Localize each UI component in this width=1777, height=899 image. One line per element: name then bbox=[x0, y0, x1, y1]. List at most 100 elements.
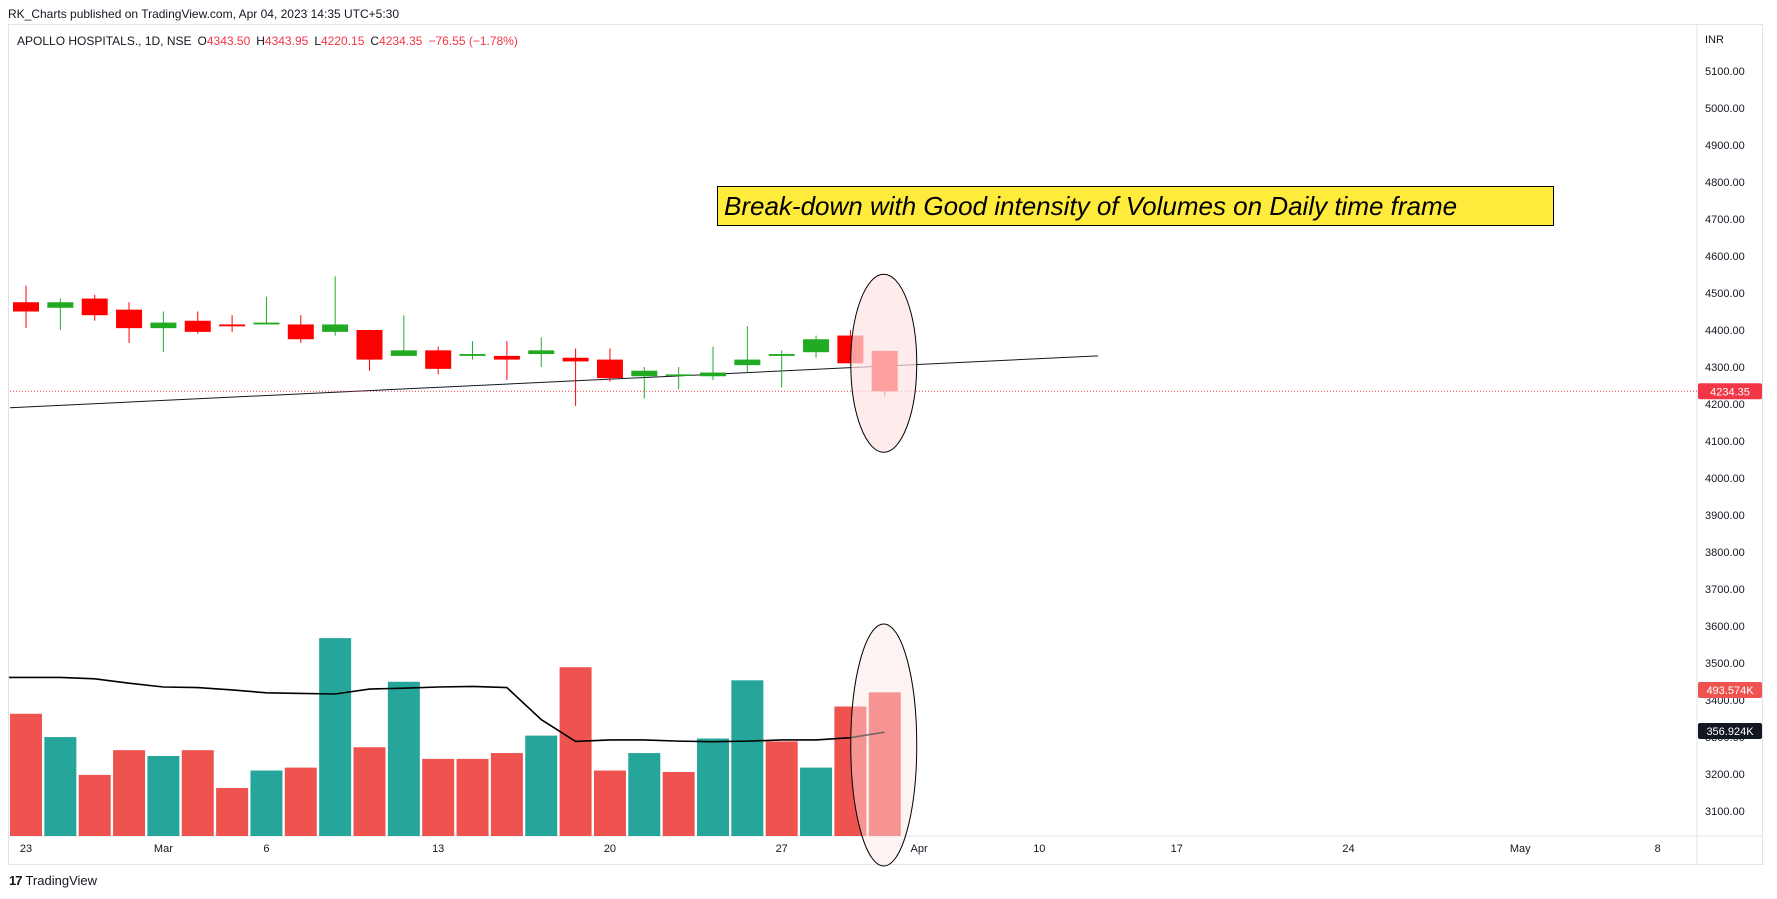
price-tick-label: 4700.00 bbox=[1705, 214, 1745, 226]
time-tick-label: Apr bbox=[911, 843, 928, 855]
volume-bar[interactable] bbox=[490, 753, 523, 836]
last-price-badge: 4234.35 bbox=[1710, 386, 1750, 398]
time-tick-label: 13 bbox=[432, 843, 444, 855]
open-value: 4343.50 bbox=[206, 34, 251, 48]
volume-bar[interactable] bbox=[353, 747, 386, 836]
price-tick-label: 4800.00 bbox=[1705, 177, 1745, 189]
time-tick-label: 6 bbox=[263, 843, 269, 855]
price-tick-label: 4500.00 bbox=[1705, 288, 1745, 300]
volume-bar[interactable] bbox=[765, 741, 798, 836]
candle-body[interactable] bbox=[631, 370, 658, 377]
candle-body[interactable] bbox=[459, 354, 486, 356]
volume-bar[interactable] bbox=[800, 767, 833, 836]
candle-body[interactable] bbox=[528, 350, 555, 355]
highlight-ellipse-price[interactable] bbox=[850, 273, 918, 453]
candle-body[interactable] bbox=[803, 339, 830, 353]
volume-bar[interactable] bbox=[44, 737, 77, 836]
volume-bar[interactable] bbox=[250, 770, 283, 836]
price-tick-label: 4200.00 bbox=[1705, 399, 1745, 411]
candle-body[interactable] bbox=[13, 302, 39, 312]
time-tick-label: 23 bbox=[20, 843, 32, 855]
price-tick-label: 4600.00 bbox=[1705, 251, 1745, 263]
candle-body[interactable] bbox=[219, 324, 246, 327]
high-value: 4343.95 bbox=[264, 34, 309, 48]
volume-bar[interactable] bbox=[662, 771, 695, 836]
volume-badge-bg bbox=[1698, 682, 1762, 698]
low-value: 4220.15 bbox=[321, 34, 365, 48]
price-tick-label: 3700.00 bbox=[1705, 584, 1745, 596]
change-value: −76.55 (−1.78%) bbox=[428, 34, 518, 48]
price-tick-label: 5000.00 bbox=[1705, 103, 1745, 115]
price-tick-label: 3600.00 bbox=[1705, 621, 1745, 633]
candle-body[interactable] bbox=[287, 324, 314, 340]
candle-body[interactable] bbox=[425, 350, 452, 369]
volume-bar[interactable] bbox=[422, 758, 455, 836]
annotation-callout[interactable]: Break-down with Good intensity of Volume… bbox=[717, 186, 1554, 226]
candle-body[interactable] bbox=[322, 324, 349, 332]
volume-bar[interactable] bbox=[834, 706, 867, 836]
volume-ma-badge-bg bbox=[1698, 723, 1762, 739]
volume-bar[interactable] bbox=[284, 767, 317, 836]
publisher-line: RK_Charts published on TradingView.com, … bbox=[8, 7, 400, 21]
chart-frame bbox=[8, 24, 1763, 865]
candle-body[interactable] bbox=[596, 359, 623, 379]
volume-bar[interactable] bbox=[216, 787, 249, 836]
volume-bar[interactable] bbox=[559, 667, 592, 836]
last-price-badge-bg bbox=[1698, 383, 1762, 400]
candle-body[interactable] bbox=[493, 355, 520, 360]
volume-bar[interactable] bbox=[868, 692, 901, 836]
volume-bar[interactable] bbox=[628, 753, 661, 836]
time-tick-label: 24 bbox=[1342, 843, 1354, 855]
candle-body[interactable] bbox=[665, 374, 692, 376]
volume-bar[interactable] bbox=[78, 774, 111, 836]
volume-bar[interactable] bbox=[731, 680, 764, 836]
brand-name: TradingView bbox=[25, 873, 98, 888]
price-tick-label: 4100.00 bbox=[1705, 436, 1745, 448]
highlight-ellipse-volume[interactable] bbox=[850, 623, 918, 867]
volume-bar[interactable] bbox=[593, 770, 626, 836]
candle-body[interactable] bbox=[768, 354, 795, 356]
candle-body[interactable] bbox=[116, 309, 143, 329]
volume-bar[interactable] bbox=[697, 738, 729, 836]
time-tick-label: Mar bbox=[154, 843, 173, 855]
candle-body[interactable] bbox=[734, 359, 761, 366]
time-tick-label: 10 bbox=[1033, 843, 1045, 855]
tradingview-logo-icon: 17 bbox=[9, 873, 23, 888]
volume-bar[interactable] bbox=[113, 750, 146, 836]
volume-bar[interactable] bbox=[147, 755, 180, 836]
symbol-legend: APOLLO HOSPITALS., 1D, NSE O4343.50 H4343.… bbox=[17, 34, 518, 48]
time-tick-label: May bbox=[1510, 843, 1531, 855]
volume-bar[interactable] bbox=[319, 638, 352, 836]
volume-bar[interactable] bbox=[181, 750, 214, 836]
volume-ma-badge: 356.924K bbox=[1706, 726, 1754, 738]
candle-body[interactable] bbox=[700, 372, 726, 377]
candle-body[interactable] bbox=[253, 322, 280, 325]
volume-bar[interactable] bbox=[10, 713, 42, 836]
price-tick-label: 3900.00 bbox=[1705, 510, 1745, 522]
candle-body[interactable] bbox=[562, 357, 589, 362]
volume-bar[interactable] bbox=[387, 681, 420, 836]
candle-body[interactable] bbox=[150, 322, 177, 329]
candle-body[interactable] bbox=[81, 298, 108, 316]
time-tick-label: 27 bbox=[776, 843, 788, 855]
volume-badge: 493.574K bbox=[1706, 685, 1754, 697]
close-value: 4234.35 bbox=[379, 34, 423, 48]
currency-label: INR bbox=[1705, 34, 1724, 46]
price-tick-label: 4400.00 bbox=[1705, 325, 1745, 337]
candle-body[interactable] bbox=[356, 330, 383, 360]
price-tick-label: 3800.00 bbox=[1705, 547, 1745, 559]
candle-body[interactable] bbox=[47, 302, 74, 308]
volume-bar[interactable] bbox=[525, 735, 558, 836]
price-tick-label: 3200.00 bbox=[1705, 769, 1745, 781]
price-tick-label: 4300.00 bbox=[1705, 362, 1745, 374]
volume-bar[interactable] bbox=[456, 758, 489, 836]
price-tick-label: 5100.00 bbox=[1705, 66, 1745, 78]
time-tick-label: 20 bbox=[604, 843, 616, 855]
trendline[interactable] bbox=[9, 355, 1099, 409]
candle-body[interactable] bbox=[184, 320, 211, 332]
price-tick-label: 3500.00 bbox=[1705, 658, 1745, 670]
time-tick-label: 8 bbox=[1655, 843, 1661, 855]
volume-ma-line bbox=[9, 676, 885, 743]
candle-body[interactable] bbox=[390, 350, 417, 356]
